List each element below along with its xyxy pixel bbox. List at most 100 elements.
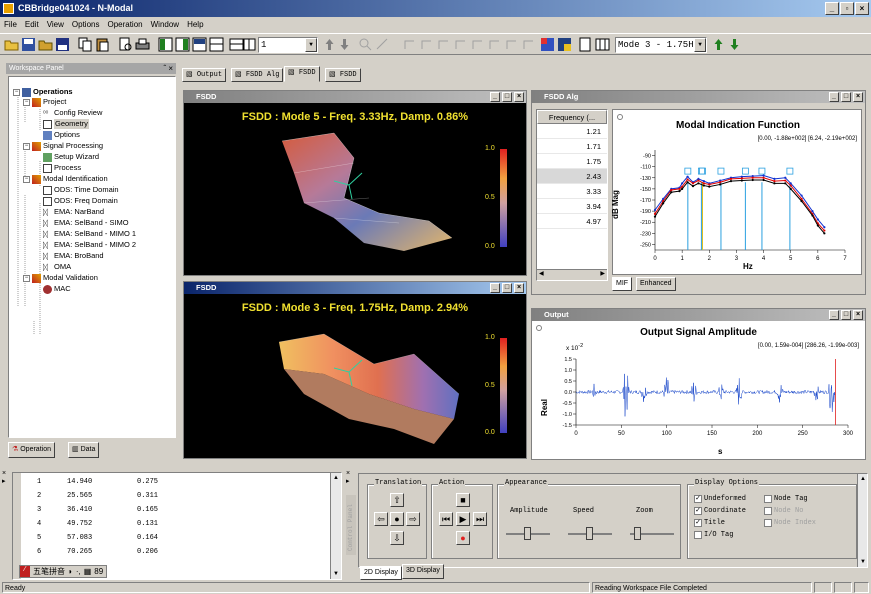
stop-button[interactable]: ■ (456, 493, 470, 507)
menu-options[interactable]: Options (71, 20, 100, 29)
tree-item-ema-mimo2[interactable]: ᛞ EMA: SelBand - MIMO 2 (43, 240, 136, 250)
fsdd-3d-view[interactable]: FSDD : Mode 3 - Freq. 1.75Hz, Damp. 2.94… (184, 294, 526, 458)
table-row[interactable]: 5 57.083 0.164 (27, 532, 327, 544)
collapse-icon[interactable]: − (23, 98, 30, 106)
slider-thumb[interactable] (524, 527, 531, 540)
print-preview-icon[interactable] (118, 37, 133, 52)
translate-up-button[interactable]: ⇧ (390, 493, 404, 507)
menu-window[interactable]: Window (150, 20, 180, 29)
list-header[interactable]: Frequency (... (537, 110, 607, 124)
up-arrow-icon[interactable] (322, 37, 337, 52)
mode-combo[interactable]: Mode 3 - 1.75Hz ▼ (615, 37, 707, 53)
tab-2d-display[interactable]: 2D Display (360, 566, 402, 580)
tree-item-signal-processing[interactable]: − Signal Processing (23, 141, 103, 151)
translate-center-button[interactable]: ● (390, 512, 404, 526)
layout-1-icon[interactable] (158, 37, 173, 52)
checkbox-box[interactable] (764, 519, 772, 527)
maximize-button[interactable]: □ (502, 92, 512, 102)
freq-row-selected[interactable]: 2.43 (537, 169, 607, 184)
menu-edit[interactable]: Edit (24, 20, 39, 29)
layout-4-icon[interactable] (209, 37, 224, 52)
ime-moon-icon[interactable]: ◗ (68, 567, 73, 576)
ime-punct-icon[interactable]: ·, (75, 567, 81, 576)
tab-enhanced[interactable]: Enhanced (636, 277, 676, 291)
minimize-button[interactable]: _ (490, 92, 500, 102)
tile-horizontal-icon[interactable] (229, 37, 244, 52)
zoom-icon[interactable] (358, 37, 373, 52)
collapse-icon[interactable]: − (23, 142, 30, 150)
open-project-icon[interactable] (38, 37, 53, 52)
freq-row[interactable]: 4.97 (537, 214, 607, 229)
frequency-list[interactable]: Frequency (... 1.21 1.71 1.75 2.43 3.33 … (536, 109, 608, 281)
translate-down-button[interactable]: ⇩ (390, 531, 404, 545)
forward-button[interactable]: ⏭ (473, 512, 487, 526)
data-panel-grip[interactable]: × ▸ (2, 470, 7, 485)
horizontal-scrollbar[interactable]: ◀ ▶ (537, 269, 607, 280)
columns-icon[interactable] (595, 37, 610, 52)
minimize-button[interactable]: _ (829, 310, 839, 320)
paste-icon[interactable] (95, 37, 110, 52)
minimize-button[interactable]: _ (490, 283, 500, 293)
speed-slider[interactable] (568, 527, 612, 540)
dof-5-icon[interactable] (470, 37, 485, 52)
copy-icon[interactable] (78, 37, 93, 52)
tree-item-ods-time[interactable]: ODS: Time Domain (43, 185, 119, 195)
close-icon[interactable]: ˆ × (163, 64, 173, 73)
print-icon[interactable] (135, 37, 150, 52)
menu-help[interactable]: Help (187, 20, 204, 29)
menu-view[interactable]: View (46, 20, 64, 29)
scroll-up-icon[interactable]: ▲ (333, 475, 339, 481)
tree-item-geometry[interactable]: Geometry (43, 119, 89, 129)
tree-item-oma[interactable]: ᛞ OMA (43, 262, 71, 272)
save-icon[interactable] (21, 37, 36, 52)
title-checkbox[interactable]: ✓ Title (694, 519, 725, 527)
page-icon[interactable] (578, 37, 593, 52)
tab-operation[interactable]: ⚗ Operation (8, 442, 55, 458)
tree-item-setup-wizard[interactable]: Setup Wizard (43, 152, 99, 162)
freq-row[interactable]: 1.75 (537, 154, 607, 169)
tree-item-config-review[interactable]: ᵒᵒ Config Review (43, 108, 102, 118)
table-row[interactable]: 4 49.752 0.131 (27, 518, 327, 530)
translate-left-button[interactable]: ⇦ (374, 512, 388, 526)
minimize-button[interactable]: _ (829, 92, 839, 102)
close-button[interactable]: × (853, 92, 863, 102)
menu-operation[interactable]: Operation (107, 20, 143, 29)
menu-file[interactable]: File (4, 20, 17, 29)
restore-button[interactable]: ▫ (840, 2, 854, 15)
tile-vertical-icon[interactable] (242, 37, 257, 52)
table-row[interactable]: 6 70.265 0.206 (27, 546, 327, 558)
tree-item-ema-broband[interactable]: ᛞ EMA: BroBand (43, 251, 104, 261)
freq-row[interactable]: 3.33 (537, 184, 607, 199)
grid-color-icon[interactable] (540, 37, 555, 52)
tree-item-operations[interactable]: − Operations (13, 87, 73, 97)
ime-keyboard-icon[interactable]: ▦ (83, 567, 92, 576)
collapse-icon[interactable]: − (23, 274, 30, 282)
rewind-button[interactable]: ⏮ (439, 512, 453, 526)
checkbox-box[interactable]: ✓ (694, 507, 702, 515)
dof-3-icon[interactable] (436, 37, 451, 52)
checkbox-box[interactable]: ✓ (694, 495, 702, 503)
tree-item-modal-validation[interactable]: − Modal Validation (23, 273, 98, 283)
maximize-button[interactable]: □ (841, 310, 851, 320)
mode-down-icon[interactable] (727, 37, 742, 52)
collapse-icon[interactable]: − (13, 88, 20, 96)
scroll-down-icon[interactable]: ▼ (333, 571, 339, 577)
fsdd-3d-view[interactable]: FSDD : Mode 5 - Freq. 3.33Hz, Damp. 0.86… (184, 103, 526, 275)
layout-3-icon[interactable] (192, 37, 207, 52)
freq-row[interactable]: 3.94 (537, 199, 607, 214)
coordinate-checkbox[interactable]: ✓ Coordinate (694, 507, 746, 515)
undeformed-checkbox[interactable]: ✓ Undeformed (694, 495, 746, 503)
maximize-button[interactable]: □ (502, 283, 512, 293)
checkbox-box[interactable] (764, 495, 772, 503)
tree-item-mac[interactable]: MAC (43, 284, 71, 294)
checkbox-box[interactable]: ✓ (694, 519, 702, 527)
translate-right-button[interactable]: ⇨ (406, 512, 420, 526)
scroll-left-icon[interactable]: ◀ (539, 271, 544, 277)
down-arrow-icon[interactable] (337, 37, 352, 52)
dof-2-icon[interactable] (419, 37, 434, 52)
doc-tab-fsdd-alg[interactable]: ▧ FSDD Alg (231, 68, 284, 82)
freq-row[interactable]: 1.71 (537, 139, 607, 154)
maximize-button[interactable]: □ (841, 92, 851, 102)
close-button[interactable]: × (514, 92, 524, 102)
dof-6-icon[interactable] (487, 37, 502, 52)
